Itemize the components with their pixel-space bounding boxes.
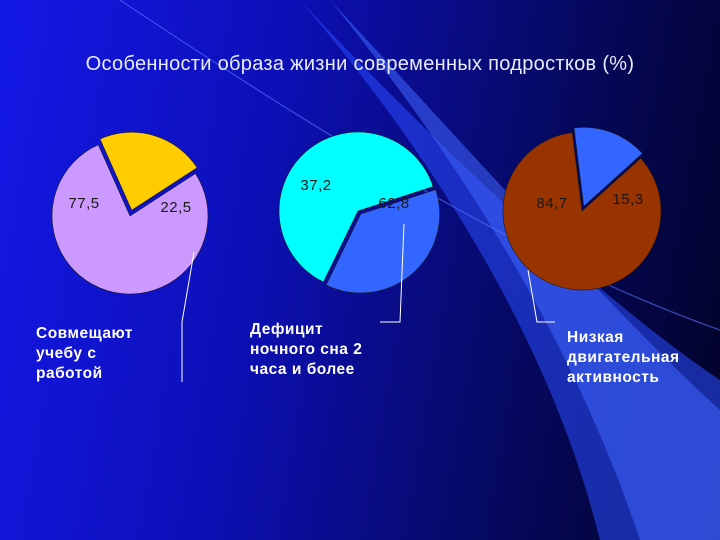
pie-1-leader-line (380, 223, 405, 323)
pie-2-label-0: 84,7 (536, 195, 567, 212)
pie-1-label-0: 37,2 (300, 177, 331, 194)
pie-1-slice-0 (325, 189, 440, 294)
pie-2-label-1: 15,3 (612, 191, 643, 208)
pie-1-label-1: 62,8 (378, 195, 409, 212)
pie-1-slice-1 (278, 131, 434, 283)
pie-0-slice-0 (51, 144, 209, 295)
callout-label-work: Совмещают учебу с работой (36, 325, 133, 382)
pie-2-leader-line (527, 269, 555, 323)
pie-0-label-0: 77,5 (68, 195, 99, 212)
callout-label-activity: Низкая двигательная активность (567, 329, 680, 386)
chart-title: Особенности образа жизни современных под… (85, 53, 635, 75)
pie-2-slice-0 (502, 132, 662, 291)
pie-0-slice-1 (99, 132, 198, 211)
pie-2-slice-1 (573, 127, 643, 207)
pie-0-label-1: 22,5 (160, 199, 191, 216)
pie-0-leader-line (181, 251, 195, 382)
callout-label-sleep: Дефицит ночного сна 2 часа и более (250, 321, 363, 378)
